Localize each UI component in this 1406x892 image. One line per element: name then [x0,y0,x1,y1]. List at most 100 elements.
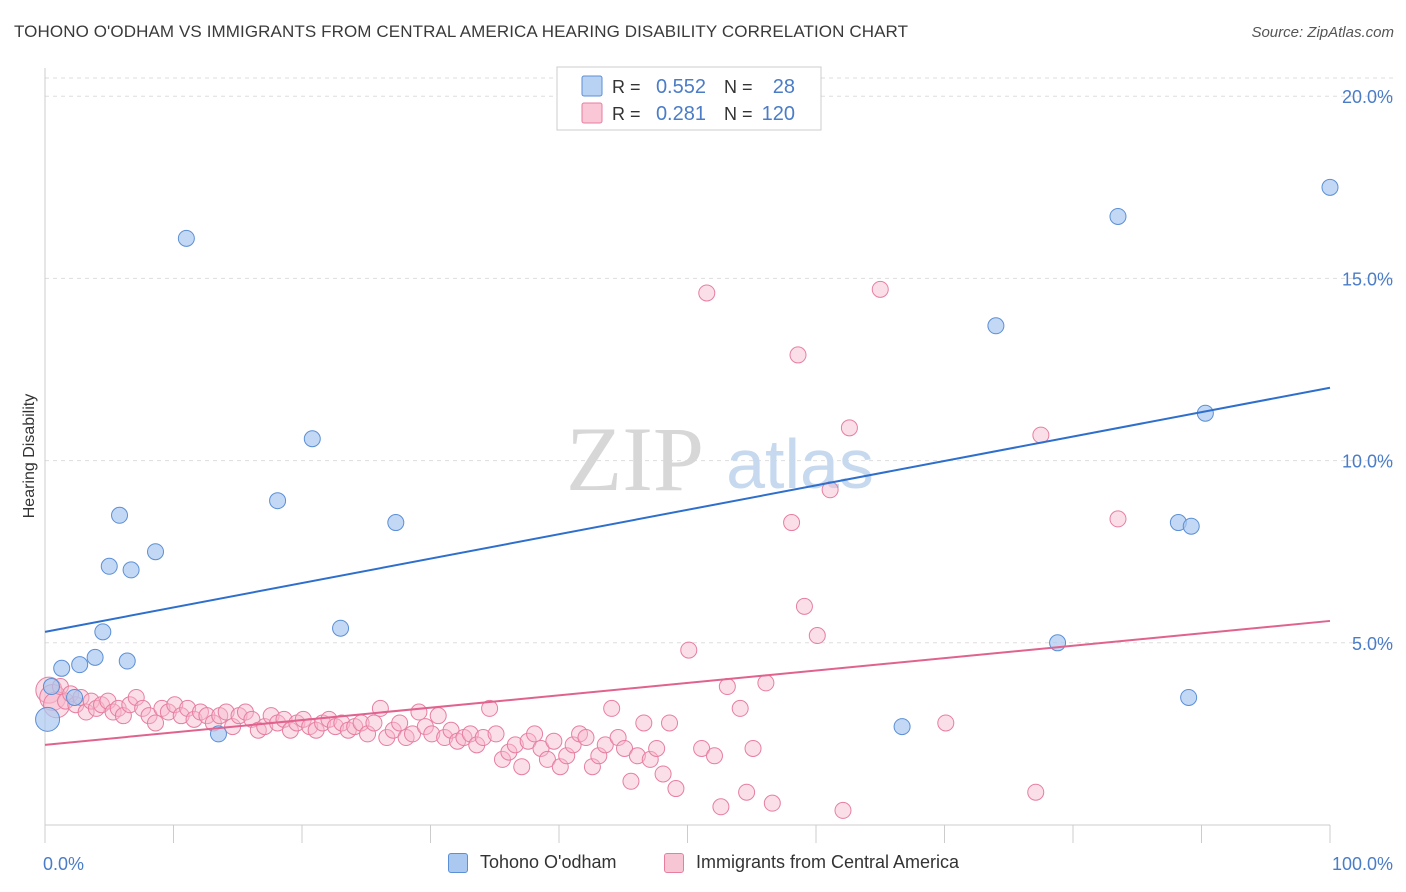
data-point-pink [275,710,293,728]
data-point-pink [365,714,383,732]
y-tick-label: 20.0% [1342,87,1393,107]
data-point-pink [757,674,775,692]
data-point-pink [789,346,807,364]
data-point-pink [667,780,685,798]
data-point-blue [122,561,140,579]
data-point-pink [423,725,441,743]
data-point-blue [303,430,321,448]
data-point-pink [513,758,531,776]
data-point-pink [738,783,756,801]
data-point-pink [616,739,634,757]
data-point-pink [834,801,852,819]
data-point-pink [583,758,601,776]
data-point-pink [159,703,177,721]
data-point-pink [654,765,672,783]
data-point-pink [378,729,396,747]
data-point-pink [391,714,409,732]
data-point-pink [648,739,666,757]
data-point-pink [185,710,203,728]
watermark: ZIP atlas [566,408,874,510]
data-point-blue [332,619,350,637]
data-point-blue [53,659,71,677]
legend-swatch-pink [581,102,603,124]
data-point-pink [795,597,813,615]
data-point-pink [172,707,190,725]
y-tick-label: 5.0% [1352,634,1393,654]
data-point-blue [269,492,287,510]
data-point-pink [731,699,749,717]
data-point-pink [526,725,544,743]
data-point-blue [893,718,911,736]
data-point-pink [461,725,479,743]
data-point-pink [236,703,254,721]
legend-box: R = 0.552 N = 28 R = 0.281 N = 120 [556,66,822,131]
data-point-pink [609,729,627,747]
data-point-pink [564,736,582,754]
data-point-pink [404,725,422,743]
data-point-pink [333,714,351,732]
data-point-pink [1109,510,1127,528]
watermark-atlas: atlas [726,425,874,503]
data-point-blue [1180,688,1198,706]
legend-swatch-pink [664,852,684,873]
data-point-pink [871,280,889,298]
blue-series [35,178,1339,743]
data-point-blue [209,725,227,743]
data-point-pink [590,747,608,765]
data-point-pink [808,627,826,645]
data-point-pink [320,710,338,728]
data-point-blue [987,317,1005,335]
data-point-pink [763,794,781,812]
legend-n-value: 28 [773,76,795,98]
data-point-pink [140,707,158,725]
data-point-pink [641,750,659,768]
data-point-blue [94,623,112,641]
pink-series [35,280,1127,819]
x-tick-label-min: 0.0% [43,854,84,874]
data-point-pink [487,725,505,743]
data-point-blue [111,506,129,524]
legend-swatch-blue [581,75,603,97]
data-point-pink [661,714,679,732]
data-point-pink [500,743,518,761]
data-point-pink [481,699,499,717]
data-point-pink [680,641,698,659]
y-tick-labels: 5.0% 10.0% 15.0% 20.0% [1342,87,1393,654]
data-point-pink [147,714,165,732]
legend-r-label: R = [612,104,641,124]
data-point-pink [436,729,454,747]
data-point-pink [121,696,139,714]
data-point-pink [551,758,569,776]
legend-item-tohono: Tohono O'odham [448,852,617,873]
trend-lines [44,386,1331,746]
data-point-pink [635,714,653,732]
legend-r-value: 0.281 [656,103,706,125]
data-point-pink [596,736,614,754]
legend-n-label: N = [724,77,753,97]
data-point-pink [1027,783,1045,801]
data-point-pink [558,747,576,765]
data-point-pink [493,750,511,768]
data-point-pink [705,747,723,765]
data-point-pink [410,703,428,721]
data-point-pink [628,747,646,765]
data-point-pink [468,736,486,754]
source-label: Source: ZipAtlas.com [1251,24,1394,41]
data-point-pink [718,678,736,696]
legend-r-value: 0.552 [656,76,706,98]
data-point-pink [114,707,132,725]
data-point-pink [474,729,492,747]
data-point-blue [71,656,89,674]
data-point-blue [86,648,104,666]
data-point-blue [42,678,60,696]
data-point-pink [179,699,197,717]
legend-swatch-blue [448,852,468,873]
data-point-pink [840,419,858,437]
data-point-blue [177,229,195,247]
data-point-pink [307,721,325,739]
data-point-pink [603,699,621,717]
data-point-pink [622,772,640,790]
x-tick-label-max: 100.0% [1332,854,1393,874]
data-point-pink [166,696,184,714]
